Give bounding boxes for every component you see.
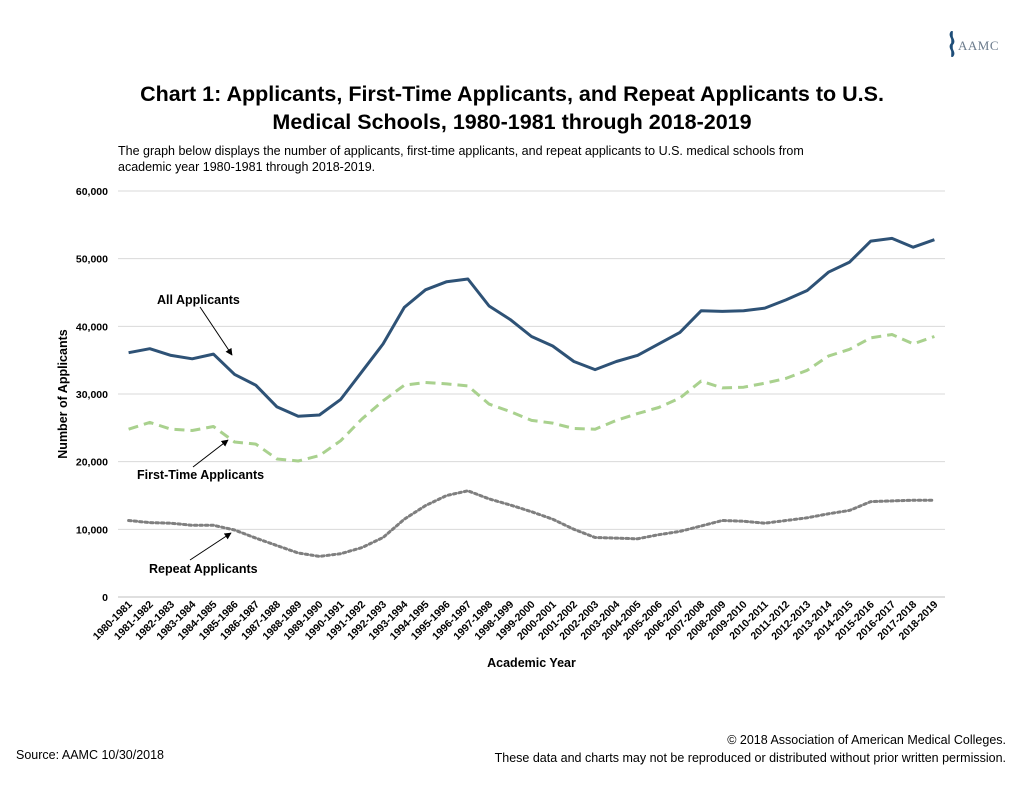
source-note: Source: AAMC 10/30/2018 bbox=[16, 748, 165, 762]
permission-line: These data and charts may not be reprodu… bbox=[494, 751, 1006, 765]
copyright-notice: © 2018 Association of American Medical C… bbox=[495, 731, 1006, 767]
chart-title-line-2: Medical Schools, 1980-1981 through 2018-… bbox=[272, 110, 752, 134]
series-line-repeat-applicants bbox=[127, 489, 936, 558]
series-line-all-applicants bbox=[128, 236, 935, 418]
chart-title-line-1: Chart 1: Applicants, First-Time Applican… bbox=[140, 82, 884, 106]
y-tick-label: 60,000 bbox=[76, 186, 108, 198]
y-axis-title: Number of Applicants bbox=[56, 329, 70, 458]
copyright-line: © 2018 Association of American Medical C… bbox=[727, 733, 1006, 747]
y-tick-label: 10,000 bbox=[76, 524, 108, 536]
x-axis-title: Academic Year bbox=[487, 656, 576, 670]
aamc-logo-text: AAMC bbox=[958, 38, 1000, 53]
y-tick-label: 40,000 bbox=[76, 321, 108, 333]
annotation-repeat-applicants-label: Repeat Applicants bbox=[149, 562, 258, 576]
y-tick-label: 20,000 bbox=[76, 457, 108, 469]
chart-subtitle: The graph below displays the number of a… bbox=[118, 144, 804, 174]
annotation-first-time-applicants-label: First-Time Applicants bbox=[137, 468, 264, 482]
y-tick-label: 30,000 bbox=[76, 389, 108, 401]
series-line-first-time-applicants bbox=[128, 333, 935, 463]
annotation-all-applicants-label: All Applicants bbox=[157, 293, 240, 307]
y-tick-label: 50,000 bbox=[76, 254, 108, 266]
annotation-repeat-applicants-arrow bbox=[189, 532, 232, 561]
y-tick-label: 0 bbox=[102, 592, 108, 604]
annotation-all-applicants-arrow bbox=[199, 306, 233, 356]
chart-title: Chart 1: Applicants, First-Time Applican… bbox=[0, 80, 1024, 136]
annotation-first-time-applicants-arrow bbox=[192, 439, 229, 468]
aamc-logo-icon bbox=[949, 31, 955, 57]
